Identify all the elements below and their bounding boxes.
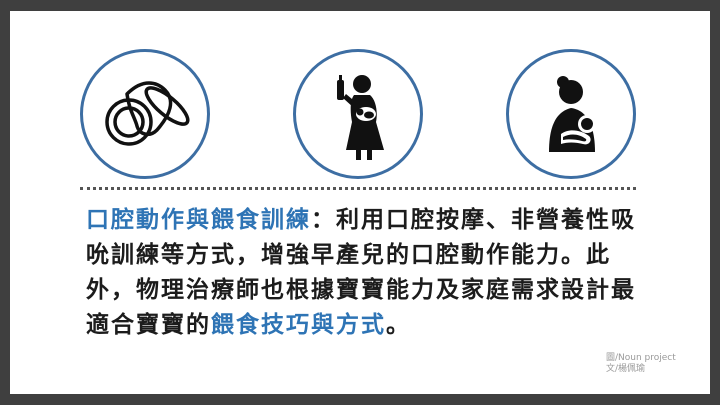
body-paragraph: 口腔動作與餵食訓練：利用口腔按摩、非營養性吸吮訓練等方式，增強早產兒的口腔動作能… [86,203,646,343]
paragraph-end: 。 [386,312,411,338]
dotted-divider [80,187,636,190]
image-credit: 圖/Noun project [606,353,676,363]
pacifier-icon-circle [80,49,210,179]
text-credit: 文/楊佩瑜 [606,364,646,374]
highlight-feeding-training: 口腔動作與餵食訓練 [86,207,311,233]
breastfeeding-icon-circle [506,49,636,179]
mother-bottle-feeding-icon-circle [293,49,423,179]
breastfeeding-icon [549,76,596,152]
paragraph-text: ：利用口腔按摩、非營養性吸吮訓練等方式，增強早產兒的口腔動作能力。此外，物理治療… [86,207,636,338]
mother-bottle-feeding-icon [337,75,384,160]
card: 口腔動作與餵食訓練：利用口腔按摩、非營養性吸吮訓練等方式，增強早產兒的口腔動作能… [10,11,710,394]
pacifier-icon [105,81,190,146]
credits: 圖/Noun project 文/楊佩瑜 [606,353,676,375]
highlight-feeding-methods: 餵食技巧與方式 [211,312,386,338]
